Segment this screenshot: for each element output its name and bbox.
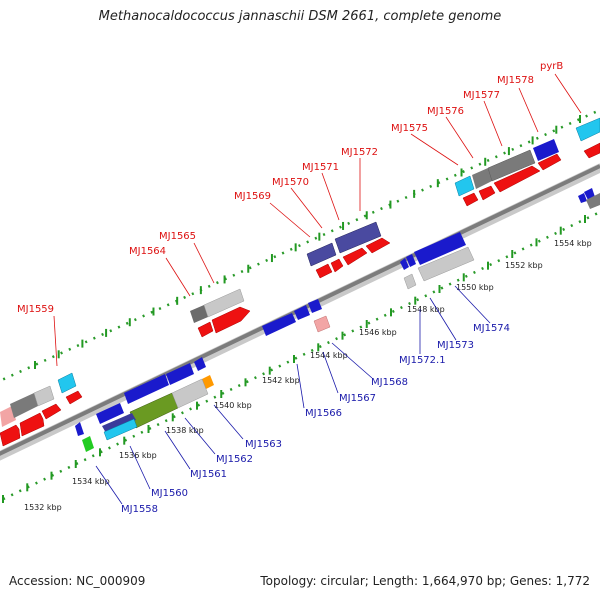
scale-label: 1540 kbp: [214, 401, 252, 410]
gene-box[interactable]: [586, 193, 600, 209]
scale-labels: 1532 kbp 1534 kbp 1536 kbp 1538 kbp 1540…: [24, 239, 592, 512]
gene-label[interactable]: MJ1571: [302, 162, 339, 173]
gene-label[interactable]: MJ1566: [305, 408, 342, 419]
scale-label: 1546 kbp: [359, 328, 397, 337]
gene-arrow[interactable]: [462, 192, 479, 207]
forward-strand-genes: [0, 142, 600, 447]
gene-arrow[interactable]: [406, 254, 416, 267]
bottom-tick-rail: [0, 210, 600, 502]
gene-box[interactable]: [10, 393, 38, 418]
map-title: Methanocaldococcus jannaschii DSM 2661, …: [98, 9, 502, 24]
gene-label[interactable]: MJ1578: [497, 75, 534, 86]
top-leader-lines: [53, 73, 582, 367]
gene-box[interactable]: [82, 436, 94, 452]
gene-arrow[interactable]: [124, 374, 169, 404]
gene-arrow[interactable]: [583, 142, 600, 159]
gene-label[interactable]: MJ1560: [151, 488, 188, 499]
scale-label: 1542 kbp: [262, 376, 300, 385]
gene-arrow[interactable]: [493, 165, 541, 193]
gene-arrow[interactable]: [197, 321, 214, 338]
scale-label: 1534 kbp: [72, 477, 110, 486]
gene-arrow[interactable]: [194, 357, 206, 371]
gene-label[interactable]: MJ1577: [463, 90, 500, 101]
gene-label[interactable]: MJ1573: [437, 340, 474, 351]
bottom-gene-labels: MJ1558 MJ1560 MJ1561 MJ1562 MJ1563 MJ156…: [121, 323, 510, 515]
gene-features: [0, 117, 600, 452]
scale-label: 1538 kbp: [166, 426, 204, 435]
gene-arrow[interactable]: [330, 258, 344, 273]
gene-box[interactable]: [533, 139, 559, 161]
gene-box[interactable]: [171, 378, 209, 409]
gene-label[interactable]: MJ1558: [121, 504, 158, 515]
gene-label[interactable]: MJ1569: [234, 191, 271, 202]
gene-arrow[interactable]: [262, 313, 296, 336]
top-tick-rail: [0, 108, 600, 383]
gene-arrow[interactable]: [41, 403, 62, 420]
accession-text: Accession: NC_000909: [9, 574, 146, 588]
genome-stats-text: Topology: circular; Length: 1,664,970 bp…: [260, 574, 590, 588]
gene-box[interactable]: [33, 385, 55, 407]
gene-label[interactable]: MJ1570: [272, 177, 309, 188]
gene-box[interactable]: [575, 117, 600, 142]
gene-arrow[interactable]: [315, 263, 333, 279]
gene-label[interactable]: MJ1562: [216, 454, 253, 465]
gene-label[interactable]: pyrB: [540, 61, 563, 72]
gene-box[interactable]: [334, 221, 382, 254]
scale-label: 1550 kbp: [456, 283, 494, 292]
gene-label[interactable]: MJ1575: [391, 123, 428, 134]
gene-box[interactable]: [203, 288, 245, 318]
gene-arrow[interactable]: [342, 247, 368, 266]
gene-label[interactable]: MJ1565: [159, 231, 196, 242]
gene-label[interactable]: MJ1576: [427, 106, 464, 117]
scale-label: 1536 kbp: [119, 451, 157, 460]
scale-label: 1532 kbp: [24, 503, 62, 512]
gene-arrow[interactable]: [65, 390, 83, 405]
gene-label[interactable]: MJ1567: [339, 393, 376, 404]
gene-box[interactable]: [472, 168, 492, 189]
gene-arrow[interactable]: [294, 305, 310, 320]
gene-arrow[interactable]: [414, 232, 466, 265]
gene-arrow[interactable]: [19, 412, 45, 437]
gene-arrow[interactable]: [365, 237, 391, 254]
gene-label[interactable]: MJ1568: [371, 377, 408, 388]
gene-arrow[interactable]: [537, 153, 562, 171]
gene-label[interactable]: MJ1559: [17, 304, 54, 315]
reverse-strand-genes: [75, 188, 600, 452]
gene-box[interactable]: [403, 273, 417, 290]
scale-label: 1548 kbp: [407, 305, 445, 314]
top-gene-labels: MJ1559 MJ1564 MJ1565 MJ1569 MJ1570 MJ157…: [17, 61, 563, 315]
gene-arrow[interactable]: [478, 185, 496, 201]
forward-strand-boxes: [0, 117, 600, 427]
gene-label[interactable]: MJ1574: [473, 323, 510, 334]
gene-label[interactable]: MJ1572.1: [399, 355, 446, 366]
scale-label: 1554 kbp: [554, 239, 592, 248]
gene-label[interactable]: MJ1563: [245, 439, 282, 450]
gene-arrow[interactable]: [578, 193, 587, 203]
gene-arrow[interactable]: [96, 403, 124, 424]
gene-box[interactable]: [454, 175, 475, 197]
gene-label[interactable]: MJ1564: [129, 246, 166, 257]
gene-arrow[interactable]: [400, 258, 409, 270]
gene-box[interactable]: [57, 372, 77, 394]
gene-box[interactable]: [0, 406, 16, 427]
scale-label: 1544 kbp: [310, 351, 348, 360]
gene-label[interactable]: MJ1572: [341, 147, 378, 158]
gene-box[interactable]: [102, 413, 136, 433]
gene-arrow[interactable]: [166, 363, 194, 385]
gene-box[interactable]: [417, 246, 475, 282]
gene-box[interactable]: [306, 242, 337, 267]
gene-arrow[interactable]: [0, 424, 21, 447]
gene-box[interactable]: [190, 305, 208, 323]
gene-box[interactable]: [103, 418, 138, 441]
gene-arrow[interactable]: [308, 299, 322, 313]
gene-arrow[interactable]: [211, 306, 251, 334]
bottom-leader-lines: [95, 285, 491, 505]
gene-arrow[interactable]: [75, 422, 84, 436]
major-ticks: [2, 115, 586, 503]
gene-label[interactable]: MJ1561: [190, 469, 227, 480]
scale-label: 1552 kbp: [505, 261, 543, 270]
gene-box[interactable]: [487, 149, 536, 182]
gene-box[interactable]: [313, 315, 331, 333]
